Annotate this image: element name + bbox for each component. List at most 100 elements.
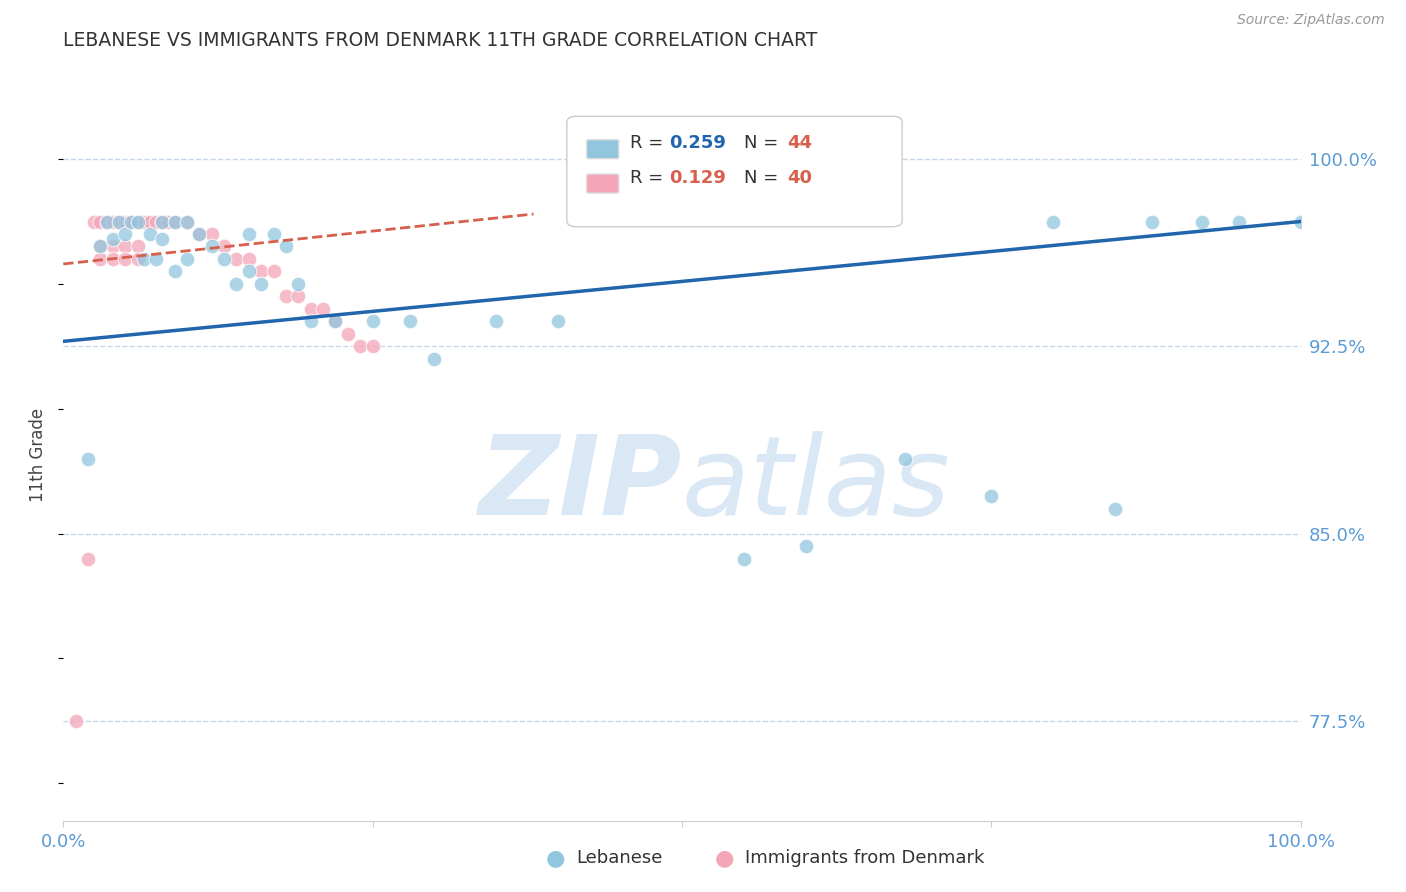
Point [89, 239, 111, 253]
Point [893, 451, 915, 466]
Point [163, 264, 186, 278]
Point [139, 214, 162, 228]
Point [485, 314, 508, 328]
Text: 0.259: 0.259 [669, 135, 727, 153]
Point [336, 326, 359, 341]
Point [108, 214, 131, 228]
Text: atlas: atlas [682, 431, 950, 538]
Point [325, 314, 347, 328]
Point [263, 227, 285, 241]
Point [312, 301, 335, 316]
Point [89, 239, 111, 253]
Point [150, 214, 173, 228]
Point [139, 227, 162, 241]
Point [250, 277, 273, 291]
Point [1104, 501, 1126, 516]
Point [89, 214, 111, 228]
Point [157, 214, 180, 228]
Text: ZIP: ZIP [478, 431, 682, 538]
Point [212, 252, 235, 266]
Point [225, 252, 247, 266]
Text: 44: 44 [787, 135, 813, 153]
Text: 40: 40 [787, 169, 813, 186]
Point [145, 252, 167, 266]
Point [299, 301, 322, 316]
Text: Source: ZipAtlas.com: Source: ZipAtlas.com [1237, 13, 1385, 28]
Point [163, 214, 186, 228]
Point [238, 252, 260, 266]
Point [114, 214, 136, 228]
Point [263, 264, 285, 278]
Point [287, 277, 309, 291]
Point [127, 239, 149, 253]
Point [188, 227, 211, 241]
Text: ●: ● [546, 848, 565, 868]
Text: N =: N = [744, 135, 783, 153]
Point [176, 214, 198, 228]
Point [361, 314, 384, 328]
Point [150, 214, 173, 228]
Point [77, 451, 100, 466]
Point [287, 289, 309, 303]
Y-axis label: 11th Grade: 11th Grade [30, 408, 48, 502]
Point [423, 351, 446, 366]
Point [127, 214, 149, 228]
Point [188, 227, 211, 241]
Point [325, 314, 347, 328]
Point [127, 252, 149, 266]
Text: 0.129: 0.129 [669, 169, 727, 186]
Point [101, 252, 124, 266]
Point [114, 252, 136, 266]
Point [212, 239, 235, 253]
Point [150, 232, 173, 246]
Point [398, 314, 420, 328]
Point [250, 264, 273, 278]
Point [1191, 214, 1213, 228]
Text: LEBANESE VS IMMIGRANTS FROM DENMARK 11TH GRADE CORRELATION CHART: LEBANESE VS IMMIGRANTS FROM DENMARK 11TH… [63, 31, 818, 50]
Point [65, 714, 87, 728]
Point [89, 252, 111, 266]
Point [163, 214, 186, 228]
Point [274, 289, 297, 303]
Point [225, 277, 247, 291]
Point [794, 539, 817, 553]
Point [176, 252, 198, 266]
Point [132, 252, 155, 266]
Point [1140, 214, 1163, 228]
Point [238, 227, 260, 241]
Point [145, 214, 167, 228]
Point [274, 239, 297, 253]
Point [114, 227, 136, 241]
Point [733, 551, 755, 566]
FancyBboxPatch shape [567, 116, 903, 227]
Point [114, 239, 136, 253]
Point [101, 232, 124, 246]
Text: Lebanese: Lebanese [576, 849, 662, 867]
Point [108, 214, 131, 228]
Point [201, 227, 224, 241]
Point [101, 239, 124, 253]
Point [980, 489, 1002, 503]
Point [547, 314, 569, 328]
Point [96, 214, 118, 228]
Point [77, 551, 100, 566]
Text: Immigrants from Denmark: Immigrants from Denmark [745, 849, 984, 867]
Point [120, 214, 142, 228]
Point [120, 214, 142, 228]
FancyBboxPatch shape [586, 174, 619, 193]
Point [132, 214, 155, 228]
Point [361, 339, 384, 353]
Text: N =: N = [744, 169, 783, 186]
Point [238, 264, 260, 278]
FancyBboxPatch shape [586, 140, 619, 159]
Point [127, 214, 149, 228]
Text: R =: R = [630, 135, 669, 153]
Point [83, 214, 105, 228]
Text: ●: ● [714, 848, 734, 868]
Point [176, 214, 198, 228]
Point [1227, 214, 1250, 228]
Point [1042, 214, 1064, 228]
Point [1289, 214, 1312, 228]
Point [201, 239, 224, 253]
Text: R =: R = [630, 169, 669, 186]
